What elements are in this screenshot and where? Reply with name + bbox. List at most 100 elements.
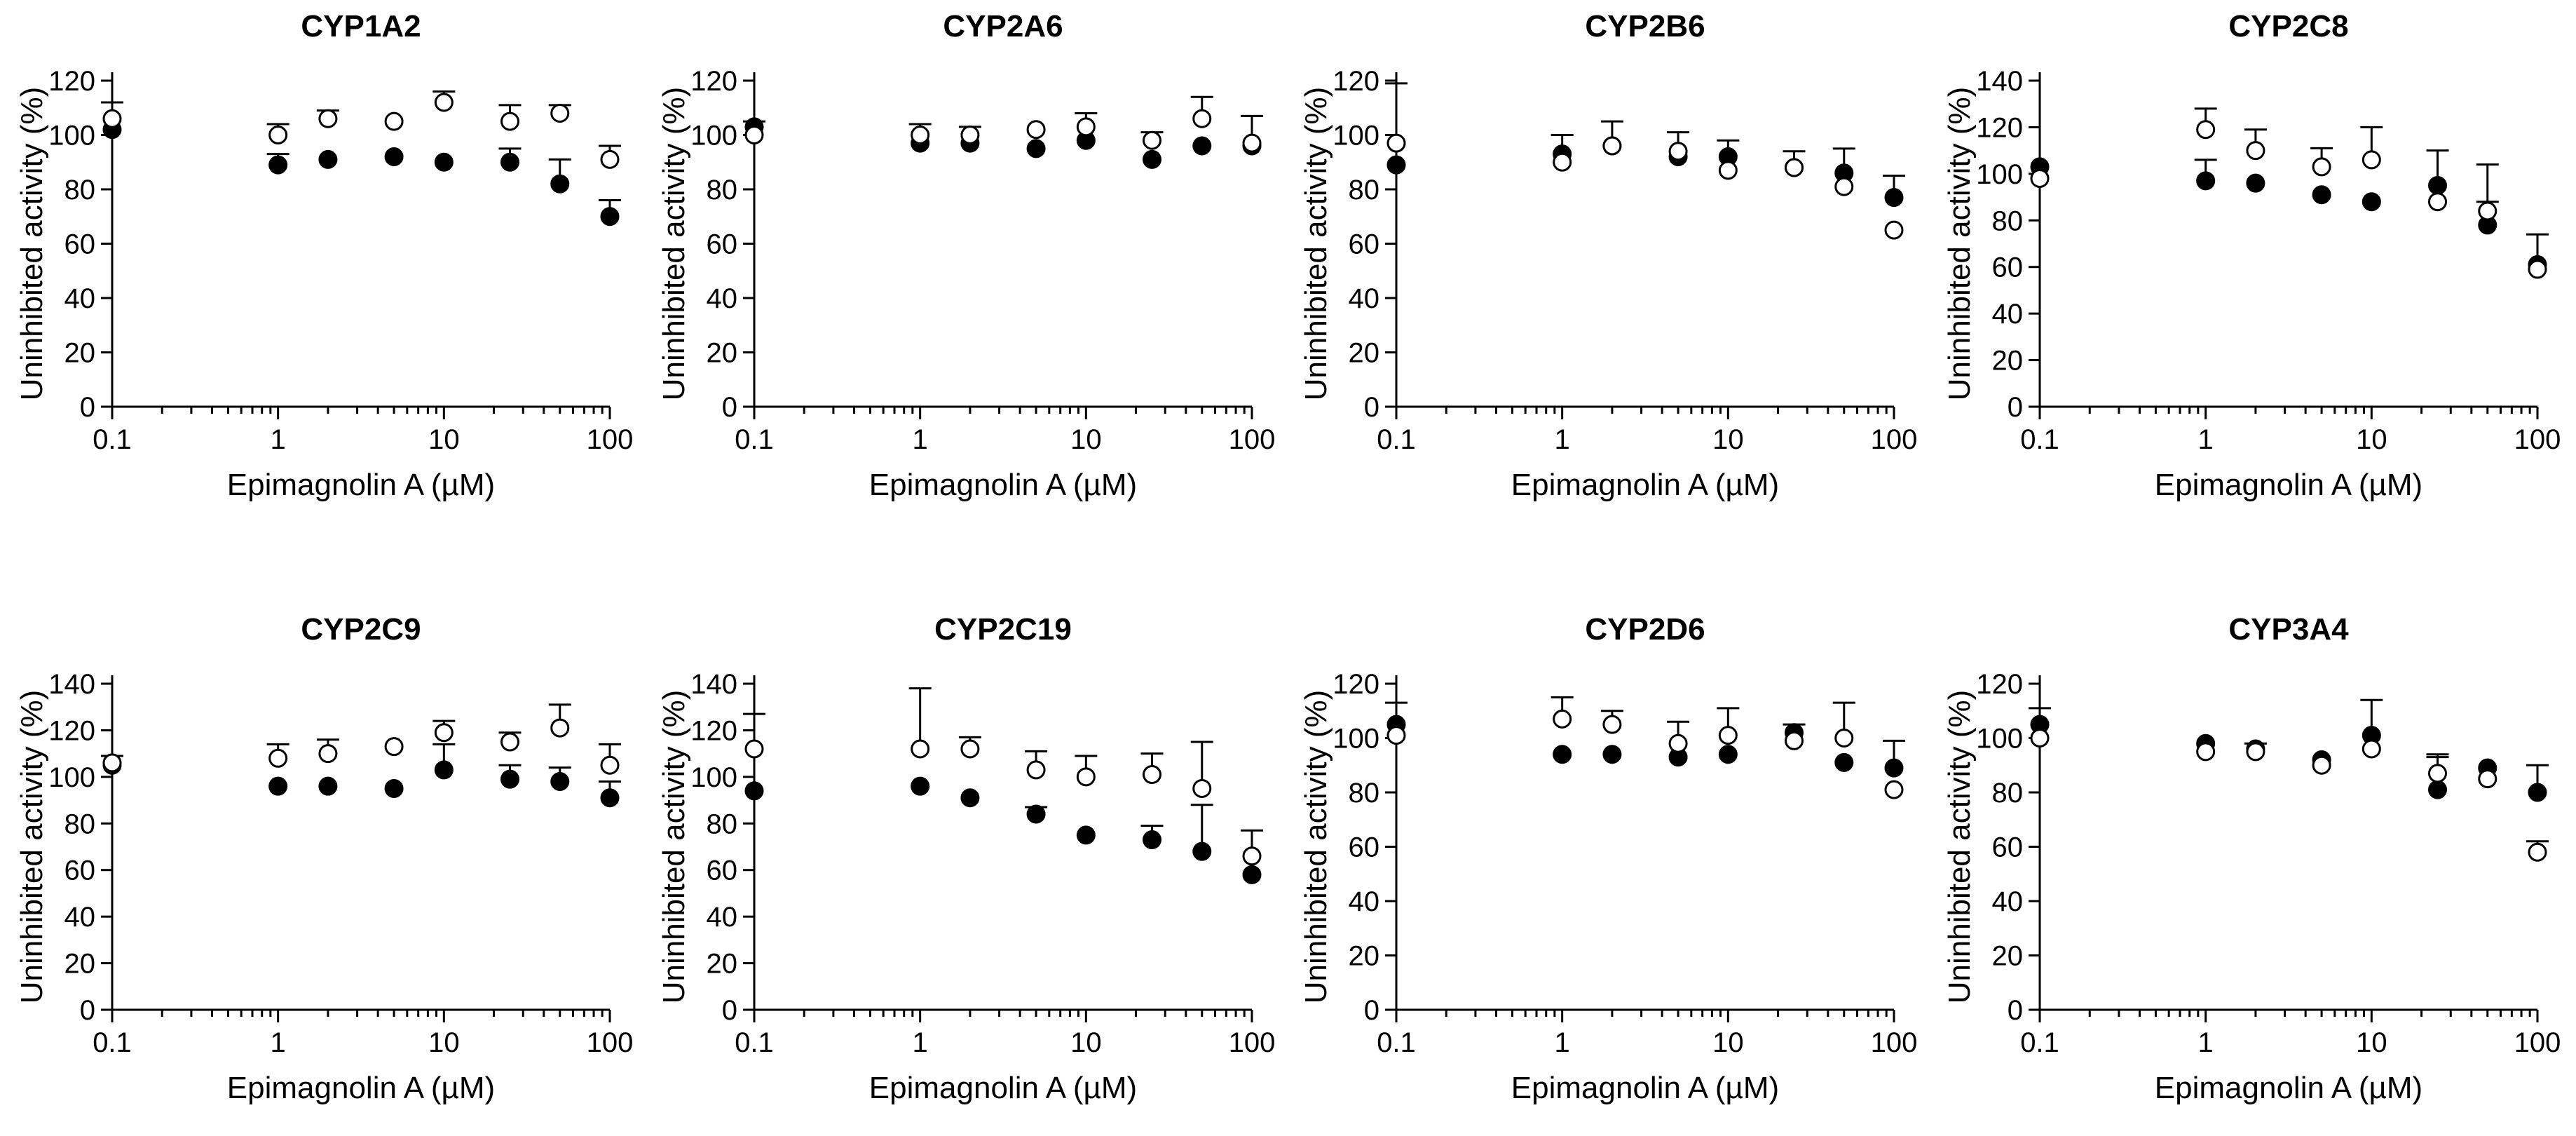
y-tick-label: 100 (48, 762, 95, 793)
data-point-open (1076, 117, 1096, 137)
data-point-open (384, 737, 404, 757)
data-point-open (2246, 742, 2265, 762)
x-tick-label: 1 (271, 424, 286, 455)
x-tick-label: 10 (2356, 1027, 2387, 1058)
chart-panel-cyp2c9: CYP2C9 0 20 40 60 80 100 120 140 0.1 1 10 100 Epimagn… (15, 612, 634, 1105)
data-point-filled (318, 149, 338, 169)
y-tick-label: 60 (1349, 229, 1380, 260)
y-tick-label: 80 (1349, 778, 1380, 809)
data-point-open (2362, 739, 2381, 759)
y-tick-label: 120 (1333, 66, 1379, 97)
y-tick-label: 120 (690, 66, 737, 97)
chart-panel-cyp1a2: CYP1A2 0 20 40 60 80 100 120 0.1 1 10 100 Epimagnoli… (15, 9, 633, 502)
y-axis-label: Uninhibited activity (%) (15, 690, 49, 1004)
data-point-filled (2428, 780, 2448, 799)
y-tick-label: 20 (707, 949, 738, 980)
error-bar (908, 687, 932, 749)
data-point-filled (960, 788, 980, 808)
data-point-open (102, 109, 122, 128)
y-axis-label: Uninhibited activity (%) (657, 87, 691, 401)
x-tick-label: 100 (2514, 1027, 2561, 1058)
data-point-filled (2312, 185, 2331, 205)
data-point-open (1192, 778, 1212, 798)
data-point-open (1143, 765, 1162, 785)
x-tick-label: 10 (1070, 1027, 1102, 1058)
chart-title: CYP2A6 (943, 9, 1063, 43)
x-axis-label: Epimagnolin A (µM) (227, 468, 495, 502)
y-axis-label: Uninhibited activity (%) (15, 87, 49, 401)
y-tick-label: 40 (1349, 283, 1380, 314)
chart-title: CYP2D6 (1585, 612, 1705, 647)
data-point-open (500, 111, 520, 131)
chart-panel-cyp2a6: CYP2A6 0 20 40 60 80 100 120 0.1 1 10 100 Epimagnoli… (657, 9, 1276, 502)
x-tick-label: 100 (1871, 1027, 1918, 1058)
data-point-filled (1553, 745, 1572, 764)
chart-panel-cyp3a4: CYP3A4 0 20 40 60 80 100 120 0.1 1 10 100 Epimagnoli… (1942, 612, 2561, 1105)
y-tick-label: 40 (1992, 886, 2024, 917)
y-axis-label: Uninhibited activity (%) (1942, 87, 1977, 401)
y-tick-label: 120 (690, 715, 737, 746)
data-point-open (2362, 150, 2381, 170)
y-tick-label: 80 (707, 809, 738, 839)
data-point-filled (268, 776, 288, 796)
data-point-open (1884, 220, 1904, 240)
data-point-open (1602, 136, 1622, 156)
data-point-open (1785, 158, 1804, 177)
data-point-filled (2528, 783, 2547, 802)
data-point-open (1718, 726, 1738, 745)
chart-panel-cyp2c19: CYP2C19 0 20 40 60 80 100 120 140 0.1 1 10 100 Epimag… (657, 612, 1275, 1105)
data-point-open (1076, 767, 1096, 787)
x-tick-label: 100 (587, 1027, 634, 1058)
chart-title: CYP2C19 (934, 612, 1072, 647)
x-tick-label: 10 (1712, 424, 1744, 455)
y-tick-label: 40 (64, 902, 96, 933)
data-point-open (2478, 201, 2497, 221)
y-tick-label: 100 (1976, 159, 2023, 190)
data-point-open (911, 739, 930, 759)
y-tick-label: 20 (1992, 941, 2024, 972)
y-tick-label: 0 (80, 995, 95, 1026)
data-point-filled (1026, 139, 1046, 158)
x-axis-label: Epimagnolin A (µM) (869, 468, 1137, 502)
data-point-filled (434, 152, 454, 172)
data-point-filled (1143, 149, 1162, 169)
y-tick-label: 120 (48, 715, 95, 746)
x-tick-label: 1 (913, 1027, 928, 1058)
data-point-open (550, 718, 570, 738)
x-tick-label: 10 (428, 1027, 460, 1058)
chart-title: CYP3A4 (2228, 612, 2349, 647)
data-point-open (1242, 133, 1262, 153)
y-tick-label: 80 (64, 809, 96, 839)
x-tick-label: 100 (1229, 424, 1276, 455)
y-tick-label: 0 (722, 995, 737, 1026)
data-point-filled (1884, 188, 1904, 208)
data-point-filled (600, 207, 620, 226)
x-tick-label: 1 (913, 424, 928, 455)
data-point-filled (600, 788, 620, 808)
data-point-open (2478, 769, 2497, 789)
y-tick-label: 120 (1333, 669, 1379, 700)
data-point-open (2246, 141, 2265, 161)
y-tick-label: 80 (1992, 778, 2024, 809)
x-tick-label: 1 (2198, 1027, 2214, 1058)
y-tick-label: 60 (64, 229, 96, 260)
data-point-open (318, 744, 338, 764)
y-tick-label: 40 (707, 283, 738, 314)
data-point-open (2030, 729, 2050, 748)
y-tick-label: 60 (1992, 252, 2024, 283)
x-tick-label: 0.1 (93, 1027, 132, 1058)
data-point-open (1026, 760, 1046, 780)
y-tick-label: 120 (48, 66, 95, 97)
data-point-open (434, 723, 454, 743)
y-axis-label: Uninhibited activity (%) (1299, 87, 1333, 401)
y-tick-label: 100 (690, 762, 737, 793)
data-point-filled (2362, 192, 2381, 212)
chart-title: CYP2B6 (1585, 9, 1705, 43)
data-point-open (2528, 259, 2547, 279)
data-point-open (960, 739, 980, 759)
data-point-open (2428, 764, 2448, 783)
y-tick-label: 20 (64, 338, 96, 369)
y-tick-label: 120 (1976, 112, 2023, 143)
data-point-filled (1026, 804, 1046, 824)
x-tick-label: 1 (1555, 424, 1570, 455)
